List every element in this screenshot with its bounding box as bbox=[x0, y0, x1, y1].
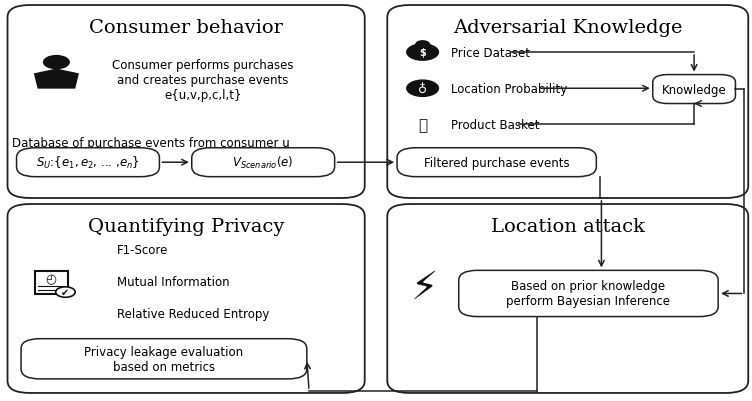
Text: ◴: ◴ bbox=[46, 272, 56, 285]
Text: Filtered purchase events: Filtered purchase events bbox=[424, 156, 569, 169]
Text: Knowledge: Knowledge bbox=[662, 83, 726, 96]
Text: Adversarial Knowledge: Adversarial Knowledge bbox=[453, 19, 683, 37]
Circle shape bbox=[406, 80, 439, 98]
Circle shape bbox=[415, 41, 430, 49]
FancyBboxPatch shape bbox=[8, 205, 365, 393]
Text: Mutual Information: Mutual Information bbox=[117, 275, 229, 288]
FancyBboxPatch shape bbox=[387, 205, 748, 393]
Circle shape bbox=[406, 44, 439, 62]
FancyBboxPatch shape bbox=[397, 148, 596, 177]
Text: 🛒: 🛒 bbox=[418, 117, 427, 133]
Text: Consumer performs purchases
and creates purchase events
e{u,v,p,c,l,t}: Consumer performs purchases and creates … bbox=[112, 59, 294, 101]
FancyBboxPatch shape bbox=[21, 339, 307, 379]
Text: Price Dataset: Price Dataset bbox=[451, 47, 530, 59]
Text: F1-Score: F1-Score bbox=[117, 243, 168, 256]
Text: Location attack: Location attack bbox=[491, 217, 644, 235]
Text: Consumer behavior: Consumer behavior bbox=[89, 19, 283, 37]
Circle shape bbox=[43, 56, 70, 70]
FancyBboxPatch shape bbox=[17, 148, 159, 177]
FancyBboxPatch shape bbox=[35, 271, 68, 294]
Text: Relative Reduced Entropy: Relative Reduced Entropy bbox=[117, 307, 269, 320]
Text: $V_{Scenario}(e)$: $V_{Scenario}(e)$ bbox=[232, 155, 294, 171]
Text: ♁: ♁ bbox=[418, 83, 427, 95]
Text: Location Probability: Location Probability bbox=[451, 83, 568, 95]
FancyBboxPatch shape bbox=[653, 75, 735, 104]
Text: ⚡: ⚡ bbox=[411, 268, 438, 306]
Circle shape bbox=[56, 287, 75, 298]
Text: Database of purchase events from consumer u: Database of purchase events from consume… bbox=[12, 137, 290, 150]
Text: Quantifying Privacy: Quantifying Privacy bbox=[88, 217, 284, 235]
FancyBboxPatch shape bbox=[192, 148, 335, 177]
FancyBboxPatch shape bbox=[459, 271, 718, 317]
Text: $: $ bbox=[420, 48, 426, 58]
FancyBboxPatch shape bbox=[387, 6, 748, 198]
PathPatch shape bbox=[34, 69, 79, 89]
Text: ✔: ✔ bbox=[62, 288, 69, 297]
FancyBboxPatch shape bbox=[8, 6, 365, 198]
Text: Product Basket: Product Basket bbox=[451, 119, 540, 132]
Text: Privacy leakage evaluation
based on metrics: Privacy leakage evaluation based on metr… bbox=[84, 345, 244, 373]
Text: Based on prior knowledge
perform Bayesian Inference: Based on prior knowledge perform Bayesia… bbox=[506, 280, 671, 308]
Text: $S_U$:{$e_1,e_2$, ... ,$e_n$}: $S_U$:{$e_1,e_2$, ... ,$e_n$} bbox=[36, 155, 140, 171]
